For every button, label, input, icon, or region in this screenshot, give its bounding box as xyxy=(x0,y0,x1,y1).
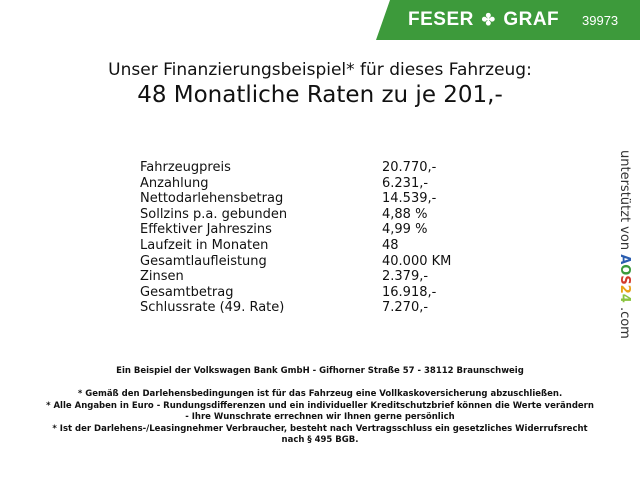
table-row: Laufzeit in Monaten 48 xyxy=(140,238,480,254)
row-label: Zinsen xyxy=(140,269,184,285)
supported-by-suffix: .com xyxy=(617,306,632,339)
vehicle-code: 39973 xyxy=(582,13,619,28)
footnote: * Alle Angaben in Euro - Rundungsdiffere… xyxy=(46,400,594,411)
table-row: Gesamtlaufleistung 40.000 KM xyxy=(140,254,480,270)
row-value: 16.918,- xyxy=(382,284,437,300)
title-line2: 48 Monatliche Raten zu je 201,- xyxy=(137,82,503,108)
table-row: Nettodarlehensbetrag 14.539,- xyxy=(140,191,480,207)
table-row: Anzahlung 6.231,- xyxy=(140,176,480,192)
row-value: 20.770,- xyxy=(382,160,437,175)
row-value: 4,99 % xyxy=(382,222,428,238)
footnotes: * Gemäß den Darlehensbedingungen ist für… xyxy=(0,389,640,447)
row-label: Nettodarlehensbetrag xyxy=(140,191,284,207)
header-banner xyxy=(376,0,640,40)
bank-info: Ein Beispiel der Volkswagen Bank GmbH - … xyxy=(116,366,524,376)
row-label: Gesamtlaufleistung xyxy=(140,253,267,269)
footnote: - Ihre Wunschrate errechnen wir Ihnen ge… xyxy=(185,412,455,422)
footnote: * Ist der Darlehens-/Leasingnehmer Verbr… xyxy=(52,423,588,434)
aos24-logo: AOS24 xyxy=(617,254,632,303)
row-value: 2.379,- xyxy=(382,269,429,285)
table-row: Effektiver Jahreszins 4,99 % xyxy=(140,222,480,238)
brand-logo: FESER ✤ GRAF xyxy=(408,9,559,31)
row-label: Sollzins p.a. gebunden xyxy=(140,206,288,222)
row-value: 6.231,- xyxy=(382,175,429,191)
table-row: Schlussrate (49. Rate) 7.270,- xyxy=(140,300,480,316)
row-value: 4,88 % xyxy=(382,206,428,222)
row-label: Effektiver Jahreszins xyxy=(140,222,272,238)
brand-left: FESER xyxy=(408,9,474,30)
table-row: Zinsen 2.379,- xyxy=(140,269,480,285)
row-label: Gesamtbetrag xyxy=(140,284,234,300)
row-label: Schlussrate (49. Rate) xyxy=(140,300,285,316)
clover-icon: ✤ xyxy=(481,12,496,29)
supported-by: unterstützt von AOS24 .com xyxy=(617,150,632,339)
row-label: Fahrzeugpreis xyxy=(140,160,231,175)
row-value: 48 xyxy=(382,237,399,253)
finance-table: Fahrzeugpreis 20.770,- Anzahlung 6.231,- N… xyxy=(140,160,480,316)
footnote: * Gemäß den Darlehensbedingungen ist für… xyxy=(77,389,563,399)
title-line1: Unser Finanzierungsbeispiel* für dieses … xyxy=(108,60,532,80)
table-row: Fahrzeugpreis 20.770,- xyxy=(140,160,480,176)
row-value: 7.270,- xyxy=(382,300,429,316)
row-label: Anzahlung xyxy=(140,175,209,191)
footnote: nach § 495 BGB. xyxy=(281,435,359,445)
row-label: Laufzeit in Monaten xyxy=(140,237,269,253)
brand-right: GRAF xyxy=(503,9,560,30)
table-row: Gesamtbetrag 16.918,- xyxy=(140,285,480,301)
table-row: Sollzins p.a. gebunden 4,88 % xyxy=(140,207,480,223)
row-value: 14.539,- xyxy=(382,191,437,207)
row-value: 40.000 KM xyxy=(382,253,452,269)
supported-by-text: unterstützt von xyxy=(617,150,632,251)
